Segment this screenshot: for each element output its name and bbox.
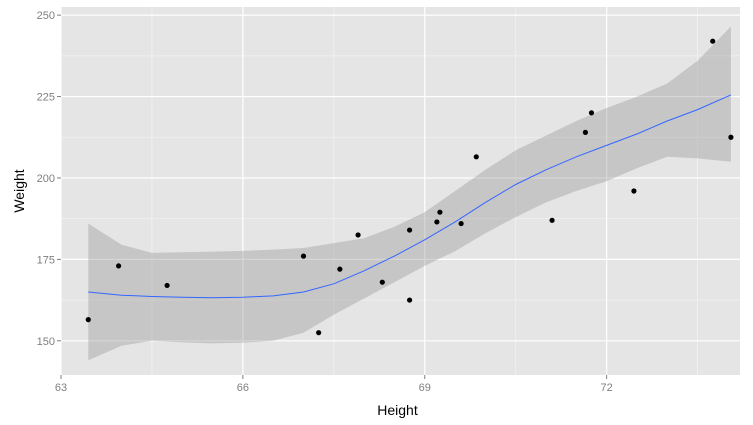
data-point [164,282,170,289]
data-point [549,217,555,223]
y-tick-label: 200 [37,173,55,185]
x-axis-title: Height [377,402,418,418]
data-point [437,209,443,215]
y-axis-ticks: 150 175 200 225 250 [37,10,61,348]
data-point [379,279,385,285]
data-point [458,220,464,227]
data-points [85,38,734,336]
y-tick-label: 175 [37,254,55,266]
x-tick-label: 63 [55,382,67,394]
data-point [316,330,322,336]
major-gridlines [60,7,740,375]
confidence-band [88,26,731,361]
data-point [406,227,413,233]
y-tick-label: 225 [37,92,55,104]
x-tick-label: 69 [419,382,431,394]
data-point [85,317,91,323]
y-tick-label: 250 [37,10,55,22]
data-point [728,134,734,140]
data-point [406,297,413,303]
x-axis-ticks: 63 66 69 72 [55,375,613,394]
data-point [473,154,479,160]
data-point [710,38,716,44]
y-tick-label: 150 [37,336,55,348]
x-tick-label: 72 [601,382,613,394]
data-point [300,253,307,259]
data-point [434,219,440,225]
plot-panel [61,7,740,375]
x-tick-label: 66 [237,382,249,394]
y-axis-title: Weight [11,169,27,212]
data-point [337,266,343,272]
data-point [355,232,361,238]
data-point [582,129,589,135]
data-point [588,110,595,116]
data-point [115,263,122,269]
smooth-line [88,94,732,299]
data-point [631,188,637,194]
